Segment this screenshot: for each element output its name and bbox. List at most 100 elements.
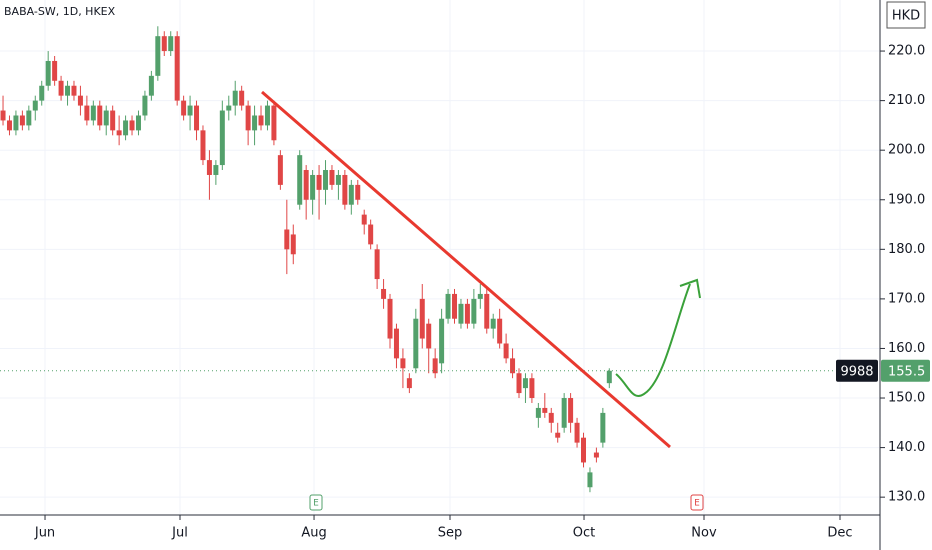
candle-body — [413, 318, 419, 369]
candle-body — [52, 60, 58, 81]
candle-body — [529, 378, 535, 399]
symbol-tag-box — [836, 359, 878, 382]
candle-body — [19, 115, 25, 126]
candle-body — [503, 343, 509, 359]
candle-body — [129, 120, 135, 131]
candle-body — [65, 85, 71, 96]
candle-body — [45, 60, 51, 86]
candle-body — [419, 298, 425, 339]
candle-body — [264, 105, 270, 126]
currency: HKD — [892, 9, 920, 24]
candle-body — [271, 105, 277, 141]
candle-body — [361, 214, 367, 225]
trendline — [261, 90, 671, 449]
candle-body — [297, 155, 303, 205]
candle-body — [555, 432, 561, 438]
candle-body — [161, 36, 167, 52]
candle-body — [284, 229, 290, 250]
x-tick-label: Jun — [34, 526, 55, 541]
symbol-tag: 9988 — [840, 364, 873, 379]
candle-body — [316, 174, 322, 190]
candle-body — [516, 373, 522, 394]
candle-body — [26, 110, 32, 126]
candle-body — [71, 85, 77, 96]
candle-body — [6, 120, 12, 131]
candle-body — [561, 398, 567, 428]
candle-body — [84, 105, 90, 121]
candle-body — [135, 115, 141, 131]
y-tick-label: 220.0 — [888, 44, 925, 59]
y-tick-label: 170.0 — [888, 291, 925, 306]
y-tick-label: 200.0 — [888, 143, 925, 158]
candle-body — [97, 105, 103, 126]
candle-body — [32, 100, 38, 111]
candle-body — [477, 293, 483, 299]
candle-body — [329, 170, 335, 185]
candle-body — [245, 105, 251, 131]
candle-body — [303, 170, 309, 200]
candle-body — [174, 36, 180, 101]
y-tick-label: 180.0 — [888, 242, 925, 257]
candle-body — [452, 293, 458, 319]
x-tick-label: Sep — [438, 526, 463, 541]
chart-title: BABA-SW, 1D, HKEX — [4, 5, 116, 18]
candle-body — [432, 358, 438, 374]
x-tick-label: Oct — [573, 526, 595, 541]
candle-body — [148, 75, 154, 96]
candle-body — [323, 170, 329, 190]
candle-body — [39, 85, 45, 101]
candle-body — [606, 370, 612, 384]
candle-body — [426, 323, 432, 349]
candle-body — [458, 303, 464, 324]
currency-box — [886, 1, 926, 29]
candle-body — [239, 90, 245, 106]
candle-body — [142, 95, 148, 116]
candle-body — [77, 95, 83, 106]
candle-body — [123, 120, 129, 136]
x-tick-label: Nov — [691, 526, 717, 541]
earnings-marker-box — [690, 494, 704, 511]
y-tick-label: 150.0 — [888, 391, 925, 406]
y-tick-label: 160.0 — [888, 341, 925, 356]
last-price-label: 155.5 — [888, 364, 925, 379]
y-tick-label: 130.0 — [888, 490, 925, 505]
earnings-marker-box — [309, 494, 323, 511]
candle-body — [277, 155, 283, 185]
candle-body — [471, 298, 477, 324]
candle-body — [381, 288, 387, 299]
candle-body — [206, 160, 212, 175]
candle-body — [219, 110, 225, 166]
y-tick-label: 210.0 — [888, 93, 925, 108]
candle-body — [497, 318, 503, 344]
candle-body — [335, 174, 341, 185]
projection-arrow — [615, 283, 691, 397]
candle-body — [490, 318, 496, 329]
candle-body — [355, 184, 361, 200]
candle-body — [387, 298, 393, 339]
candle-body — [600, 412, 606, 443]
candle-body — [342, 174, 348, 205]
candle-body — [168, 36, 174, 52]
candle-body — [155, 36, 161, 76]
candle-body — [213, 165, 219, 175]
candle-body — [593, 452, 599, 458]
projection-arrowhead — [679, 278, 701, 299]
candle-body — [181, 100, 187, 116]
last-price-box — [881, 359, 930, 382]
x-tick-label: Dec — [827, 526, 852, 541]
candle-body — [445, 293, 451, 319]
candle-body — [310, 174, 316, 200]
candle-body — [400, 358, 406, 369]
candle-body — [587, 472, 593, 488]
candle-body — [568, 398, 574, 423]
candle-body — [252, 115, 258, 131]
candle-body — [0, 110, 6, 121]
y-tick-label: 140.0 — [888, 440, 925, 455]
candle-body — [522, 378, 528, 389]
candle-body — [368, 224, 374, 245]
candle-body — [90, 105, 96, 121]
candle-body — [574, 422, 580, 443]
candle-body — [393, 328, 399, 359]
